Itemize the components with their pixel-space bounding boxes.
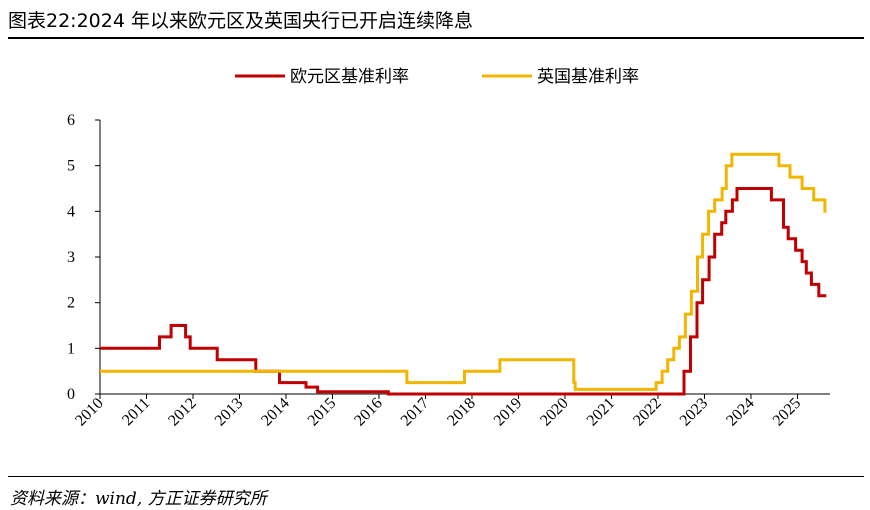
y-tick-label: 5 bbox=[67, 158, 75, 175]
x-tick-label: 2010 bbox=[72, 395, 107, 430]
x-tick-label: 2020 bbox=[537, 395, 572, 430]
series-layer bbox=[100, 152, 827, 396]
y-tick-label: 0 bbox=[67, 386, 75, 403]
y-tick-label: 4 bbox=[67, 203, 75, 220]
x-tick-label: 2017 bbox=[398, 395, 433, 430]
y-tick-label: 6 bbox=[67, 112, 75, 129]
series-line-euro bbox=[100, 187, 827, 396]
x-tick-label: 2015 bbox=[305, 395, 340, 430]
legend-label-euro: 欧元区基准利率 bbox=[290, 67, 409, 87]
y-tick-label: 1 bbox=[67, 340, 75, 357]
x-tick-label: 2023 bbox=[677, 395, 712, 430]
source-divider bbox=[8, 476, 864, 477]
x-tick-label: 2022 bbox=[630, 395, 665, 430]
x-tick-label: 2013 bbox=[212, 395, 247, 430]
x-tick-label: 2019 bbox=[491, 395, 526, 430]
x-tick-label: 2021 bbox=[584, 395, 619, 430]
series-line-uk bbox=[100, 152, 827, 391]
legend-label-uk: 英国基准利率 bbox=[537, 67, 639, 87]
x-tick-label: 2025 bbox=[770, 395, 805, 430]
x-tick-label: 2014 bbox=[258, 395, 293, 430]
y-tick-label: 3 bbox=[67, 249, 75, 266]
x-tick-label: 2024 bbox=[723, 395, 758, 430]
title-divider bbox=[8, 37, 864, 39]
x-tick-label: 2018 bbox=[444, 395, 479, 430]
y-tick-label: 2 bbox=[67, 295, 75, 312]
source-note: 资料来源：wind, 方正证券研究所 bbox=[10, 489, 267, 509]
x-tick-label: 2016 bbox=[351, 395, 386, 430]
x-tick-label: 2011 bbox=[119, 395, 153, 429]
figure-title: 图表22:2024 年以来欧元区及英国央行已开启连续降息 bbox=[8, 10, 473, 32]
x-tick-label: 2012 bbox=[165, 395, 200, 430]
rate-line-chart: 欧元区基准利率 英国基准利率 0 1 2 3 4 5 6 2010 2011 2012 2013 201… bbox=[67, 67, 830, 430]
legend: 欧元区基准利率 英国基准利率 bbox=[235, 67, 639, 87]
